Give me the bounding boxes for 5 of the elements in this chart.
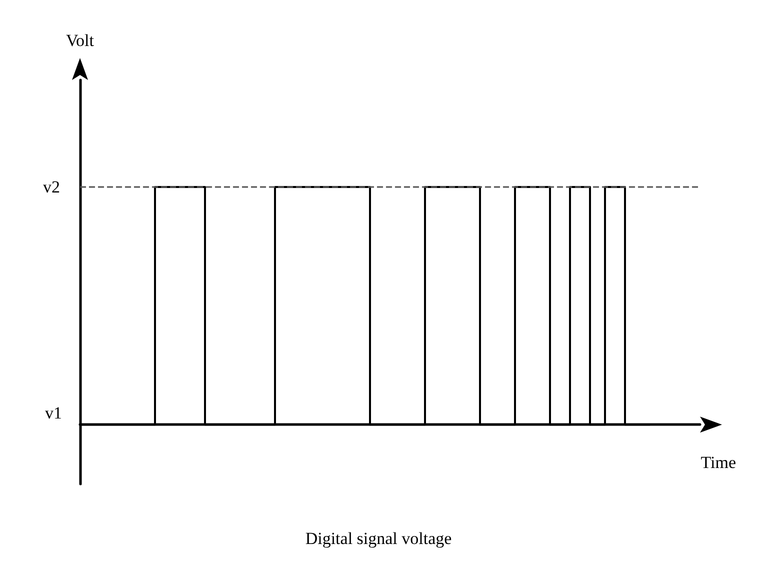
x-axis-title: Time: [700, 453, 736, 472]
text: Digital signal voltage: [305, 529, 452, 548]
text: Volt: [66, 31, 94, 50]
text: v1: [45, 404, 62, 423]
ref-line-label: v2: [43, 177, 60, 196]
